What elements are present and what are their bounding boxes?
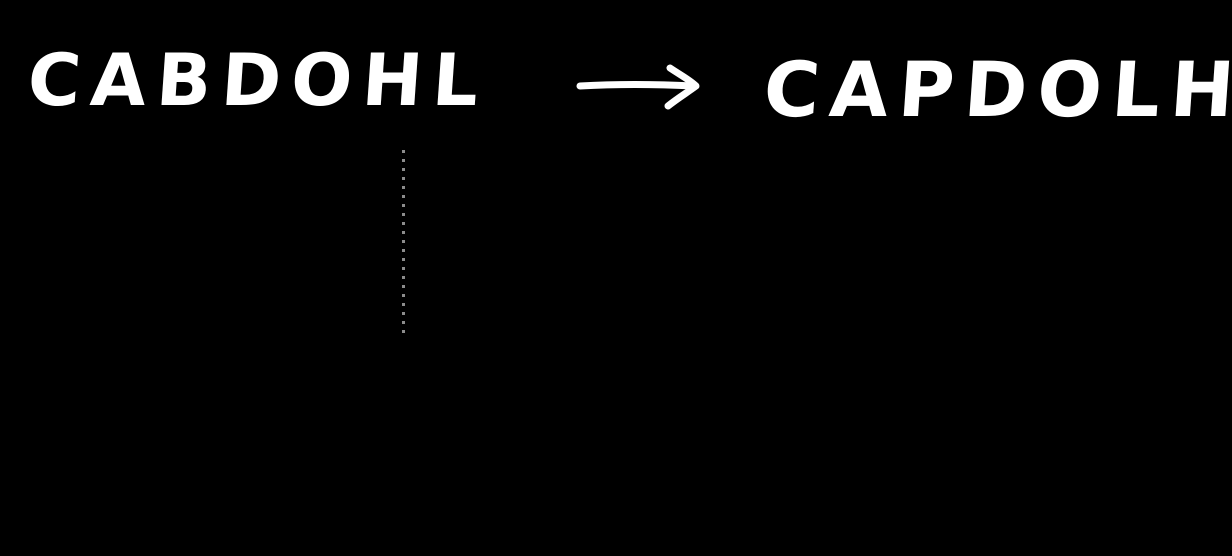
faint-vertical-line [402,150,405,336]
right-word: CAPDOLH [760,45,1232,134]
left-word: CABDOHL [25,38,492,122]
right-arrow-icon [576,64,700,110]
